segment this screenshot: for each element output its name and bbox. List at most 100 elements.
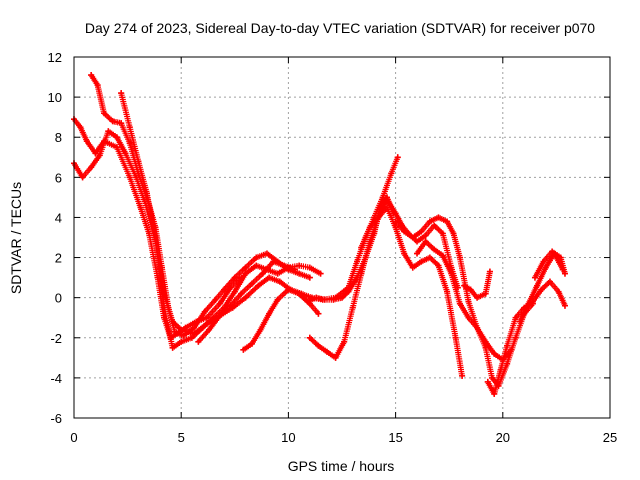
- series-track-h: [306, 196, 461, 361]
- data-point: [206, 326, 213, 333]
- data-point: [401, 228, 408, 235]
- data-point: [394, 154, 401, 161]
- data-point: [259, 270, 266, 277]
- data-point: [354, 258, 361, 265]
- data-point: [83, 138, 90, 145]
- data-point: [315, 342, 322, 349]
- data-point: [366, 224, 373, 231]
- data-point: [414, 238, 421, 245]
- data-point: [266, 274, 273, 281]
- series-track-e: [195, 258, 298, 345]
- data-point: [118, 120, 125, 127]
- data-point: [101, 110, 108, 117]
- data-point: [422, 232, 429, 239]
- data-point: [555, 288, 562, 295]
- data-point: [366, 238, 373, 245]
- data-point: [534, 282, 541, 289]
- data-point: [349, 304, 356, 311]
- data-point: [465, 314, 472, 321]
- data-point: [426, 218, 433, 225]
- data-point: [557, 254, 564, 261]
- data-point: [291, 266, 298, 273]
- data-point: [253, 262, 260, 269]
- data-point: [212, 296, 219, 303]
- data-point: [180, 332, 187, 339]
- data-point: [306, 334, 313, 341]
- data-point: [482, 344, 489, 351]
- data-point: [253, 254, 260, 261]
- data-point: [450, 230, 457, 237]
- data-point: [135, 158, 142, 165]
- data-point: [531, 274, 538, 281]
- data-point: [242, 270, 249, 277]
- data-point: [392, 224, 399, 231]
- data-point: [426, 254, 433, 261]
- data-point: [422, 238, 429, 245]
- data-point: [96, 152, 103, 159]
- data-point: [240, 346, 247, 353]
- data-point: [409, 234, 416, 241]
- data-point: [414, 250, 421, 257]
- data-point: [444, 218, 451, 225]
- data-point: [315, 310, 322, 317]
- data-point: [195, 338, 202, 345]
- y-tick-label: -6: [50, 411, 62, 426]
- data-point: [248, 340, 255, 347]
- y-tick-label: 6: [55, 170, 62, 185]
- data-point: [489, 374, 496, 381]
- data-point: [263, 250, 270, 257]
- data-point: [227, 302, 234, 309]
- data-point: [444, 288, 451, 295]
- data-point: [452, 334, 459, 341]
- data-point: [459, 372, 466, 379]
- series-track-j: [392, 214, 515, 363]
- data-point: [221, 286, 228, 293]
- data-point: [345, 288, 352, 295]
- data-point: [161, 304, 168, 311]
- data-point: [431, 222, 438, 229]
- y-tick-label: 2: [55, 251, 62, 266]
- data-point: [231, 288, 238, 295]
- data-point: [392, 210, 399, 217]
- data-point: [540, 258, 547, 265]
- y-tick-label: -4: [50, 371, 62, 386]
- data-point: [143, 190, 150, 197]
- data-point: [330, 296, 337, 303]
- data-point: [317, 270, 324, 277]
- y-tick-label: 10: [48, 90, 62, 105]
- data-point: [474, 324, 481, 331]
- data-point: [199, 324, 206, 331]
- data-point: [467, 286, 474, 293]
- series-track-i: [358, 204, 466, 379]
- data-point: [332, 354, 339, 361]
- plot-frame: [73, 56, 611, 419]
- data-point: [448, 270, 455, 277]
- data-point: [296, 290, 303, 297]
- data-point: [358, 244, 365, 251]
- data-point: [126, 174, 133, 181]
- data-point: [341, 338, 348, 345]
- data-point: [77, 124, 84, 131]
- data-point: [118, 90, 125, 97]
- data-point: [418, 258, 425, 265]
- series-track-a: [71, 116, 245, 341]
- data-point: [178, 326, 185, 333]
- series-track-d: [118, 90, 324, 351]
- y-tick-label: 12: [48, 50, 62, 65]
- y-tick-label: 0: [55, 291, 62, 306]
- data-point: [431, 246, 438, 253]
- data-point: [296, 270, 303, 277]
- data-point: [512, 334, 519, 341]
- data-point: [313, 294, 320, 301]
- data-point: [384, 196, 391, 203]
- data-point: [171, 328, 178, 335]
- data-point: [306, 264, 313, 271]
- data-point: [323, 348, 330, 355]
- axis-ticks: 0 5 10 15 20 25 -6 -4 -2 0 2 4 6 8 10 12: [48, 50, 618, 445]
- data-point: [358, 270, 365, 277]
- data-point: [465, 298, 472, 305]
- data-point: [216, 300, 223, 307]
- data-point: [113, 134, 120, 141]
- data-point: [339, 294, 345, 301]
